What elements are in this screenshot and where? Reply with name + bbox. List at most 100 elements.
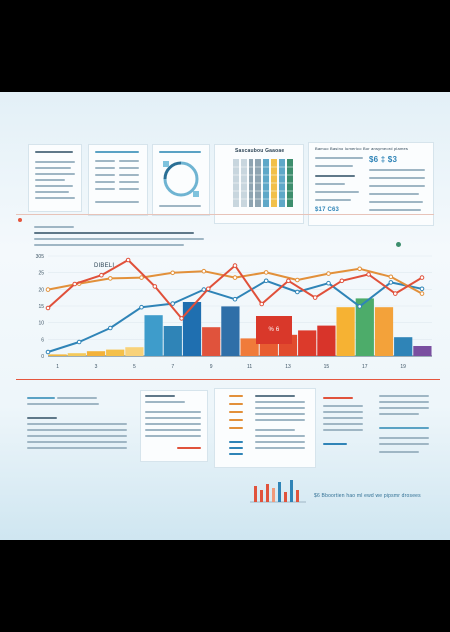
line-point (179, 316, 184, 321)
bar (336, 307, 355, 356)
bar (182, 302, 202, 356)
bar (144, 315, 163, 356)
bar (67, 353, 86, 356)
line-point (326, 271, 331, 276)
x-tick-label: 7 (171, 364, 174, 370)
chart-grid (48, 255, 432, 357)
line-point (232, 296, 238, 302)
dot-marker-icon (396, 242, 401, 247)
line-point (99, 272, 104, 278)
bar (163, 326, 182, 356)
line-point (201, 287, 207, 292)
top-panel-2 (88, 144, 148, 216)
y-tick-label: 10 (38, 321, 44, 327)
line-point (366, 272, 371, 277)
line-point (295, 289, 300, 295)
line-point (139, 275, 144, 280)
line-point (201, 268, 207, 274)
line-point (312, 295, 318, 300)
line-point (419, 286, 425, 292)
right-header-code: $6 ‡ $3 (369, 155, 398, 164)
red-tag-label: % 6 (268, 327, 280, 333)
line-point (45, 287, 51, 292)
line-point (326, 280, 331, 286)
x-tick-label: 11 (247, 364, 252, 370)
top-panel-3 (152, 144, 210, 216)
line-point (339, 278, 345, 284)
line-point (76, 339, 82, 345)
line-point (263, 270, 269, 275)
center-panel-title: Sascaubou Gaaoae (235, 148, 285, 154)
striped-column-table (233, 159, 293, 207)
bar (355, 298, 374, 356)
x-tick-labels: 1 3 5 7 9 11 13 15 17 19 (56, 364, 406, 370)
top-rule (16, 214, 434, 215)
bottom-panel-3 (214, 388, 316, 468)
line-point (232, 263, 238, 268)
bar (240, 338, 259, 356)
line-point (170, 301, 175, 306)
line-point (232, 275, 238, 280)
bar (86, 351, 106, 356)
bar (48, 354, 67, 356)
x-tick-label: 19 (400, 364, 406, 370)
chart-label: DIBELI (94, 263, 115, 269)
bar (317, 325, 336, 356)
line-point (108, 276, 113, 281)
x-tick-label: 13 (285, 364, 291, 370)
footer-text: $6 Bboortien hao ml ewd we pipsmr drosee… (314, 493, 421, 499)
bar (394, 337, 413, 356)
y-tick-label: 25 (38, 271, 44, 277)
x-tick-label: 1 (56, 364, 59, 370)
middle-rule (16, 379, 440, 380)
line-point (259, 301, 265, 307)
line-point (388, 274, 394, 280)
top-panel-1 (28, 144, 82, 212)
bar (374, 307, 394, 356)
line-point (205, 286, 211, 292)
chart-lines (45, 257, 425, 355)
line-point (152, 284, 158, 289)
x-tick-label: 3 (95, 364, 98, 370)
chart-bars (48, 298, 432, 356)
infographic-poster: Sascaubou Gaaoae Bamuo Basino Iumerico B… (0, 92, 450, 540)
bar (221, 306, 240, 356)
x-tick-label: 9 (210, 364, 213, 370)
y-tick-label: 305 (36, 254, 45, 260)
top-panel-5: Bamuo Basino Iumerico Bor ansymeord plam… (308, 142, 434, 226)
bar (106, 349, 125, 356)
line-point (72, 281, 78, 287)
bar (298, 330, 317, 356)
bottom-panel-5 (376, 390, 438, 462)
line-point (388, 280, 394, 285)
line-point (108, 325, 113, 331)
y-tick-label: 6 (41, 337, 44, 343)
bottom-panel-2 (140, 390, 208, 462)
bullet-icon (18, 218, 22, 222)
line-point (419, 291, 425, 296)
y-tick-label: 20 (38, 287, 44, 293)
bar (202, 327, 221, 356)
line-point (263, 278, 269, 284)
line-point (125, 257, 131, 263)
bar (413, 346, 432, 356)
line-point (139, 304, 144, 310)
center-panel-code: $17 C63 (315, 207, 340, 213)
line-point (357, 266, 362, 272)
line-point (357, 304, 362, 309)
red-tag: % 6 (256, 316, 292, 344)
bottom-panel-4 (320, 390, 372, 458)
x-tick-label: 17 (362, 364, 368, 370)
right-header-title: Bamuo Basino Iumerico Bor ansymeord plam… (315, 146, 409, 151)
y-tick-label: 0 (41, 354, 44, 360)
x-tick-label: 15 (324, 364, 330, 370)
top-panel-4: Sascaubou Gaaoae (214, 144, 304, 224)
x-tick-label: 5 (133, 364, 136, 370)
mini-bar-chart-icon (250, 480, 306, 503)
line-point (170, 270, 175, 276)
donut-diagram (163, 161, 199, 197)
line-point (45, 349, 51, 355)
line-point (295, 277, 300, 283)
bottom-panel-1 (24, 392, 136, 460)
